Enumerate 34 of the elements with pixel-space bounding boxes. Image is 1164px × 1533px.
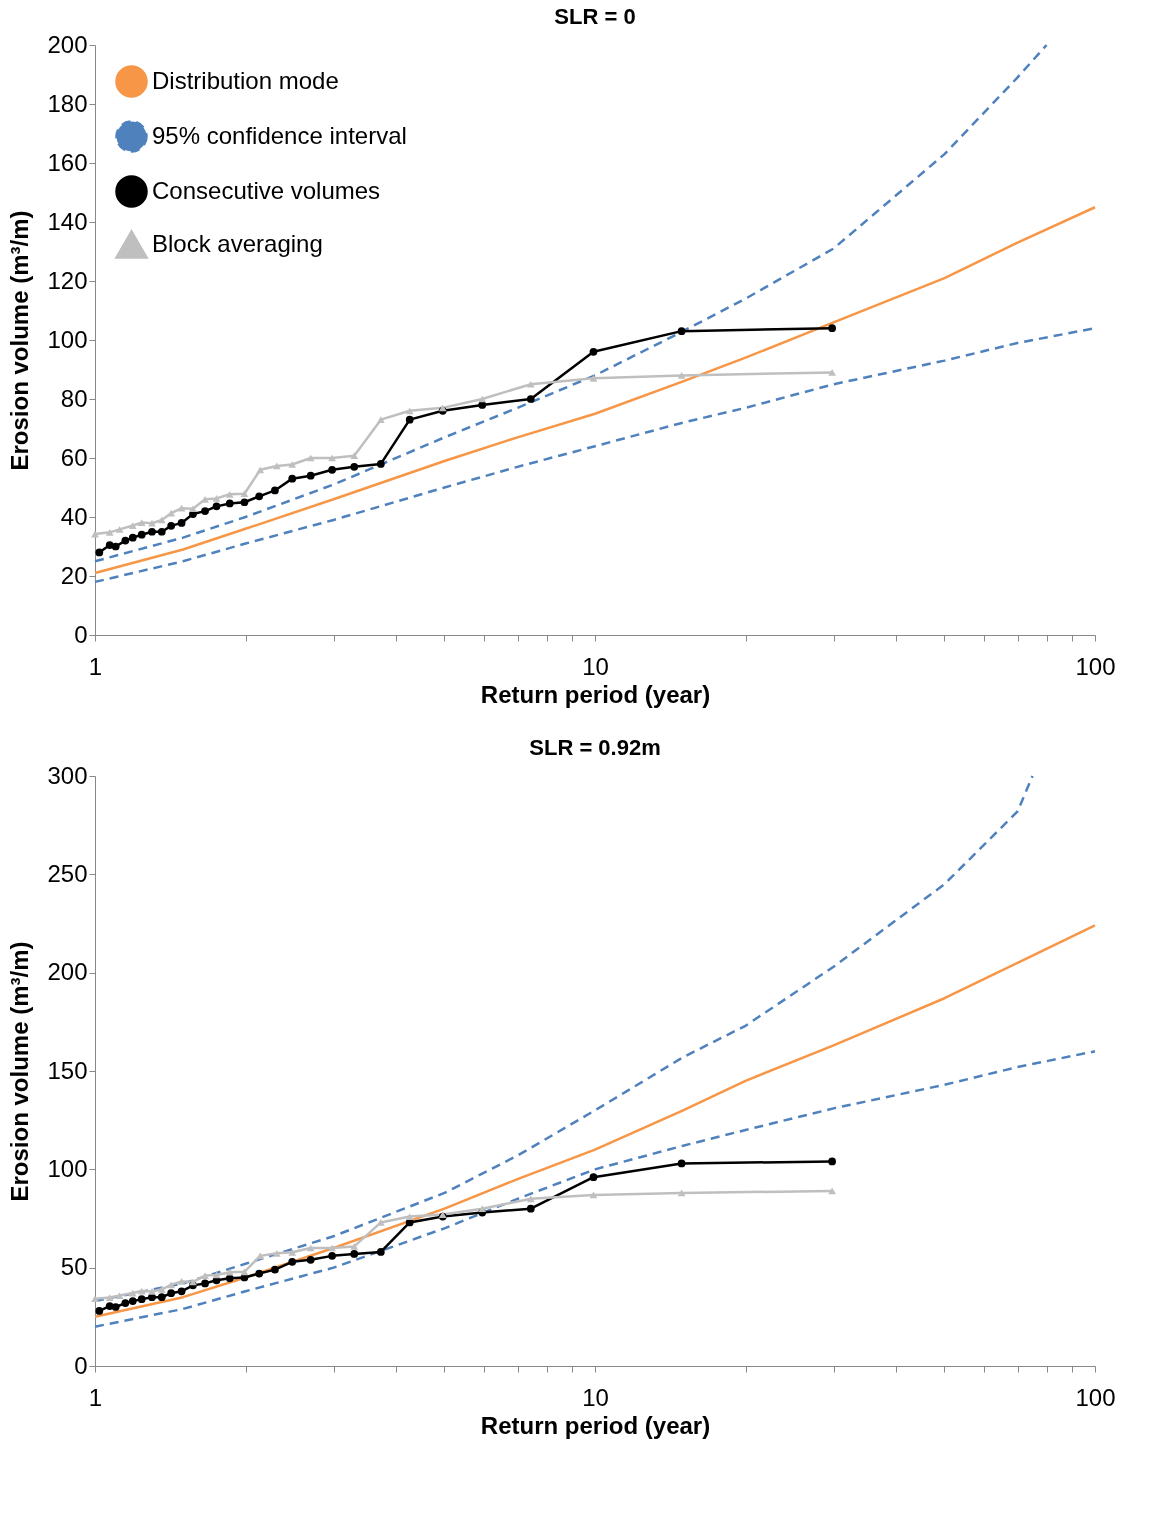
y-tick-label: 50: [60, 1253, 88, 1281]
y-tick-label: 40: [60, 502, 88, 530]
y-tick-label: 250: [47, 859, 88, 887]
y-tick-label: 0: [74, 620, 88, 648]
x-axis-title: Return period (year): [480, 1411, 711, 1439]
y-tick-label: 100: [47, 325, 88, 353]
y-tick-label: 180: [47, 89, 88, 117]
y-tick-label: 200: [47, 30, 88, 58]
chart-title: SLR = 0.92m: [529, 735, 661, 760]
x-axis-title: Return period (year): [480, 680, 711, 708]
y-tick-label: 140: [47, 207, 88, 235]
y-tick-label: 200: [47, 958, 88, 986]
y-tick-label: 150: [47, 1056, 88, 1084]
y-tick-label: 160: [47, 148, 88, 176]
x-tick-label: 10: [582, 1383, 609, 1411]
x-tick-label: 100: [1075, 1383, 1116, 1411]
legend-label: Consecutive volumes: [152, 176, 381, 204]
y-tick-label: 80: [60, 384, 88, 412]
legend-label: Distribution mode: [152, 66, 339, 94]
x-tick-label: 1: [88, 652, 103, 680]
legend-label: 95% confidence interval: [152, 121, 407, 149]
x-tick-label: 10: [582, 652, 609, 680]
y-tick-label: 20: [60, 561, 88, 589]
x-tick-label: 1: [88, 1383, 103, 1411]
y-tick-label: 0: [74, 1351, 88, 1379]
chart-title: SLR = 0: [554, 4, 636, 29]
y-axis-title: Erosion volume (m³/m): [6, 941, 34, 1202]
y-axis-title: Erosion volume (m³/m): [6, 210, 34, 471]
legend-label: Block averaging: [152, 229, 323, 257]
y-tick-label: 100: [47, 1154, 88, 1182]
y-tick-label: 60: [60, 443, 88, 471]
y-tick-label: 120: [47, 266, 88, 294]
y-tick-label: 300: [47, 761, 88, 789]
x-tick-label: 100: [1075, 652, 1116, 680]
